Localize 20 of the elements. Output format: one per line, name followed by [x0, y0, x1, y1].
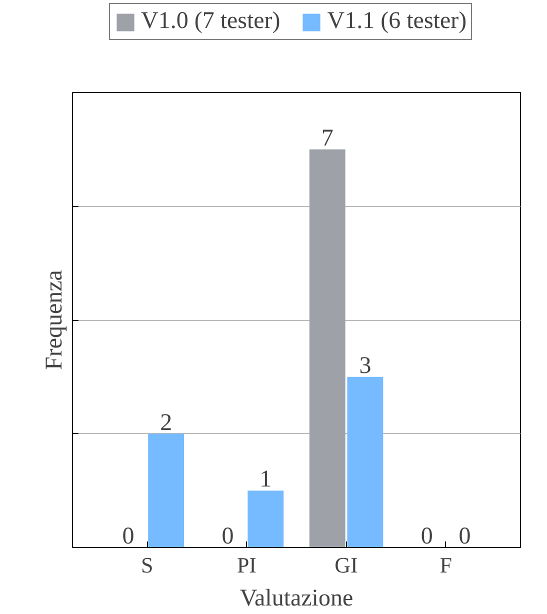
data-label: 3	[359, 352, 372, 379]
x-tick-label: PI	[236, 552, 257, 578]
x-tick-label: GI	[334, 552, 358, 578]
bar	[309, 149, 346, 548]
bar	[248, 490, 284, 548]
y-axis-title: Frequenza	[42, 270, 68, 370]
x-tick-label: F	[440, 552, 452, 578]
data-label: 0	[122, 524, 134, 550]
data-label: 2	[160, 410, 172, 436]
x-axis-title: Valutazione	[240, 586, 354, 612]
data-label: 0	[458, 524, 471, 550]
legend-label: V1.1 (6 tester)	[327, 8, 467, 35]
bar	[148, 434, 184, 548]
data-label: 0	[222, 524, 234, 550]
data-label: 7	[321, 125, 334, 152]
bar	[347, 376, 384, 548]
data-label: 0	[420, 524, 433, 550]
data-label: 1	[260, 466, 272, 493]
x-tick-label: S	[141, 552, 154, 578]
legend-label: V1.0 (7 tester)	[141, 8, 280, 35]
